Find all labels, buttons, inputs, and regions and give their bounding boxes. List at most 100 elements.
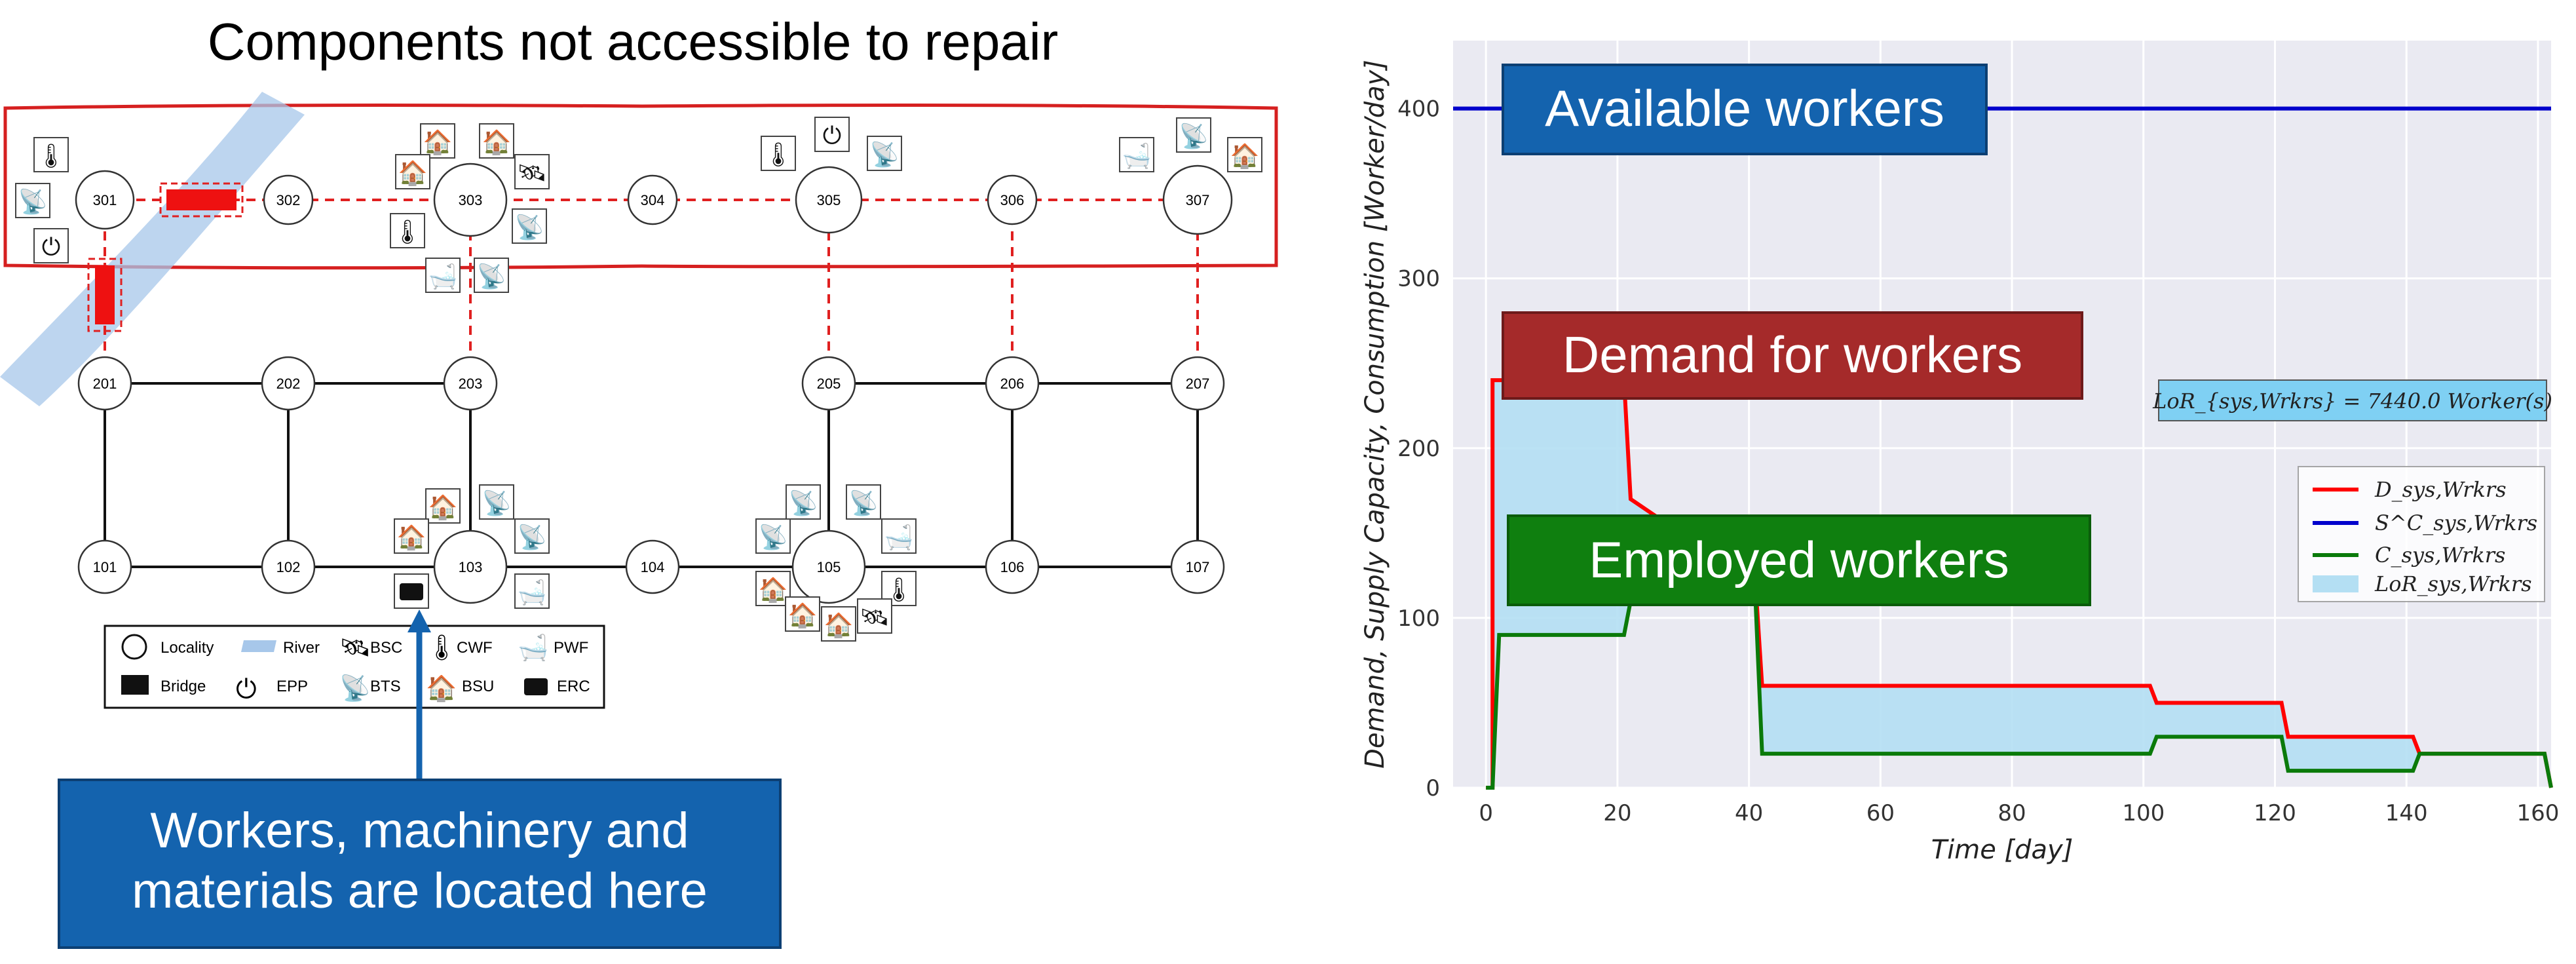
svg-text:📡: 📡 (515, 212, 544, 241)
cwf-icon: 🌡 (761, 136, 796, 171)
erc-icon (394, 573, 429, 609)
svg-text:🏠: 🏠 (397, 524, 426, 551)
node-label-303: 303 (459, 192, 483, 208)
node-label-104: 104 (641, 559, 665, 575)
epp-icon: ⏻ (814, 117, 850, 152)
lor-box (2158, 379, 2547, 421)
svg-text:📡: 📡 (18, 187, 48, 216)
svg-text:📡: 📡 (849, 488, 879, 517)
node-205: 205 (801, 356, 856, 411)
node-label-202: 202 (276, 376, 301, 392)
node-label-306: 306 (1000, 192, 1025, 208)
x-tick-label: 160 (2516, 800, 2559, 826)
legend-cwf: CWF (457, 639, 493, 657)
series-line-2 (1486, 599, 2553, 790)
bsu-icon: 🏠 (395, 154, 430, 189)
node-107: 107 (1170, 539, 1225, 594)
svg-text:🌡: 🌡 (36, 143, 66, 170)
node-label-305: 305 (817, 192, 841, 208)
bts-icon: 📡 (755, 518, 791, 554)
legend-fill-lor (2313, 575, 2358, 592)
erc-legend-icon (524, 678, 548, 695)
annotation-demand-workers: Demand for workers (1502, 311, 2083, 400)
svg-text:🛁: 🛁 (428, 263, 458, 290)
svg-text:🌡: 🌡 (763, 142, 793, 168)
svg-text:🛁: 🛁 (518, 579, 547, 606)
node-label-206: 206 (1000, 376, 1025, 392)
legend-supply: S^C_sys,Wrkrs (2375, 511, 2537, 535)
damaged-bridge-1 (166, 189, 237, 210)
legend-epp: EPP (276, 678, 308, 695)
svg-text:📡: 📡 (477, 261, 506, 290)
node-202: 202 (261, 356, 316, 411)
svg-text:🏠: 🏠 (788, 602, 818, 629)
diagram-title: Components not accessible to repair (207, 12, 1059, 71)
legend-bridge: Bridge (161, 678, 206, 695)
svg-text:🏠: 🏠 (428, 494, 458, 521)
legend-river: River (283, 639, 320, 657)
x-axis-label: Time [day] (1931, 835, 2074, 865)
bsu-icon: 🏠 (425, 488, 461, 524)
node-207: 207 (1170, 356, 1225, 411)
node-304: 304 (627, 174, 678, 225)
inaccessible-zone (3, 104, 1278, 270)
bsu-legend-icon: 🏠 (426, 674, 457, 703)
locality-legend-icon (121, 634, 147, 660)
svg-text:📡: 📡 (518, 522, 547, 551)
legend-demand: D_sys,Wrkrs (2374, 477, 2507, 502)
bts-icon: 📡 (474, 258, 509, 293)
svg-text:📡: 📡 (870, 140, 900, 168)
svg-text:⏻: ⏻ (823, 123, 841, 149)
y-tick-label: 100 (1397, 606, 1440, 632)
x-tick-label: 120 (2254, 800, 2296, 826)
x-tick-label: 20 (1603, 800, 1631, 826)
y-tick-label: 400 (1397, 96, 1440, 123)
cwf-icon: 🌡 (390, 213, 425, 248)
bts-icon: 📡 (867, 136, 902, 171)
node-label-201: 201 (93, 376, 117, 392)
river (0, 92, 305, 406)
node-105: 105 (791, 530, 866, 604)
node-307: 307 (1162, 164, 1233, 235)
node-102: 102 (261, 539, 316, 594)
svg-text:⏻: ⏻ (42, 234, 60, 261)
pwf-icon: 🛁 (881, 518, 917, 554)
svg-text:📡: 📡 (759, 522, 788, 551)
svg-text:🛰: 🛰 (517, 160, 547, 187)
bsc-icon: 🛰 (514, 154, 550, 189)
bts-icon: 📡 (1176, 117, 1211, 153)
bsu-icon: 🏠 (420, 123, 455, 159)
node-305: 305 (795, 166, 863, 234)
node-103: 103 (433, 530, 508, 604)
x-tick-label: 60 (1866, 800, 1895, 826)
node-302: 302 (263, 174, 314, 225)
node-label-107: 107 (1186, 559, 1210, 575)
chart-legend: D_sys,Wrkrs S^C_sys,Wrkrs C_sys,Wrkrs Lo… (2298, 466, 2545, 602)
bsu-icon: 🏠 (755, 571, 791, 606)
node-label-301: 301 (93, 192, 117, 208)
bts-icon: 📡 (15, 183, 50, 218)
epp-icon: ⏻ (33, 228, 69, 263)
node-104: 104 (625, 539, 680, 594)
cwf-icon: 🌡 (33, 137, 69, 172)
x-tick-label: 0 (1479, 800, 1493, 826)
y-axis-label: Demand, Supply Capacity, Consumption [Wo… (1360, 60, 1390, 769)
bsc-legend-icon: 🛰 (339, 633, 371, 662)
x-tick-label: 100 (2122, 800, 2165, 826)
svg-text:🌡: 🌡 (392, 219, 423, 246)
pwf-legend-icon: 🛁 (518, 633, 548, 662)
node-101: 101 (77, 539, 132, 594)
node-301: 301 (75, 170, 135, 230)
node-label-105: 105 (817, 559, 841, 575)
river-legend-icon (241, 640, 276, 652)
component-icons: 🌡📡⏻🏠 🏠🏠 🛰🌡 📡🛁 📡🌡⏻📡 🛁📡🏠🏠🏠📡📡🛁📡 📡📡 🛁🏠 🌡🏠 🏠 🛰 (15, 117, 1262, 642)
svg-text:🏠: 🏠 (423, 129, 453, 156)
node-label-304: 304 (641, 192, 665, 208)
pwf-icon: 🛁 (425, 258, 461, 293)
svg-text:🛁: 🛁 (1122, 142, 1152, 170)
legend-bsc: BSC (370, 639, 402, 657)
epp-legend-icon: ⏻ (236, 674, 257, 704)
pwf-icon: 🛁 (1119, 137, 1154, 172)
svg-text:🏠: 🏠 (482, 129, 512, 156)
bts-icon: 📡 (479, 484, 514, 520)
